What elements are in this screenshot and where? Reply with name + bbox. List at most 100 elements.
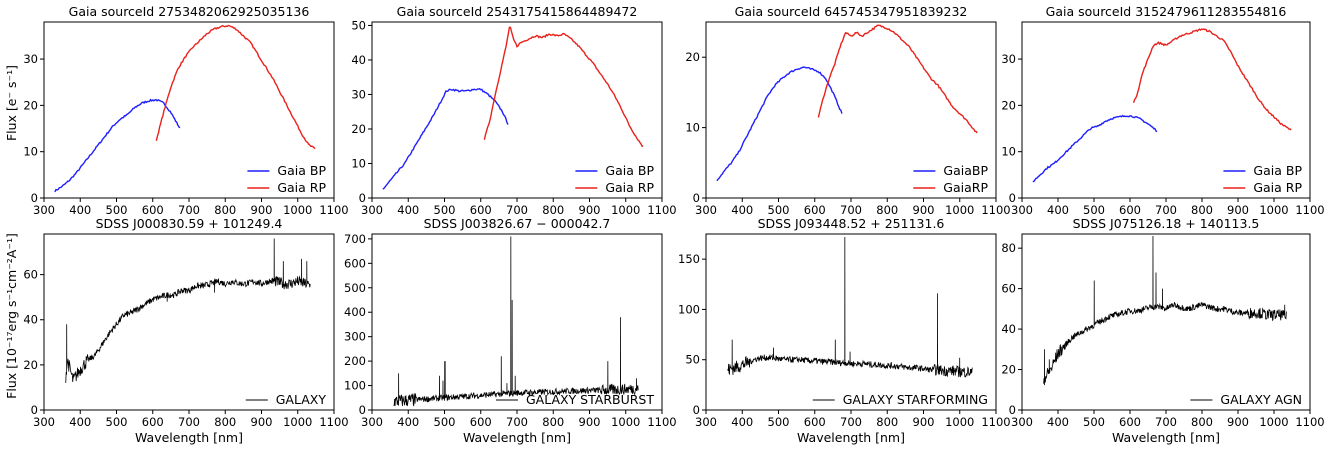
x-tick-label: 900	[251, 415, 273, 429]
x-tick-label: 800	[876, 415, 898, 429]
x-tick-label: 1000	[283, 203, 312, 217]
legend-label: Gaia BP	[1253, 163, 1302, 178]
x-axis-label: Wavelength [nm]	[463, 430, 571, 445]
y-tick-label: 20	[23, 98, 38, 112]
y-tick-label: 40	[1001, 322, 1016, 336]
y-tick-label: 20	[1001, 98, 1016, 112]
axes-frame	[371, 233, 663, 411]
y-tick-label: 20	[1001, 363, 1016, 377]
panel-8: 300 400 500 600 700 800 900 1000 1100 0 20 40 60 80 SD…	[1001, 216, 1324, 445]
y-tick-label: 80	[1001, 241, 1016, 255]
y-tick-label: 0	[693, 191, 700, 205]
series-line-2	[817, 24, 978, 134]
x-tick-label: 400	[69, 415, 91, 429]
series-line-2	[155, 24, 316, 150]
y-tick-label: 30	[351, 87, 366, 101]
x-tick-label: 500	[434, 415, 456, 429]
series-line-1	[65, 238, 311, 383]
x-tick-label: 1000	[283, 415, 312, 429]
y-tick-label: 30	[23, 52, 38, 66]
x-axis-label: Wavelength [nm]	[1112, 430, 1220, 445]
x-tick-label: 400	[1047, 415, 1069, 429]
panel-title: Gaia sourceId 645745347951839232	[735, 4, 968, 19]
x-tick-label: 600	[470, 203, 492, 217]
x-tick-label: 300	[33, 203, 55, 217]
x-tick-label: 500	[1083, 415, 1105, 429]
x-tick-label: 500	[106, 415, 128, 429]
y-tick-label: 300	[344, 330, 366, 344]
x-tick-label: 500	[768, 415, 790, 429]
y-tick-label: 500	[344, 281, 366, 295]
legend-label: GALAXY	[276, 392, 327, 407]
x-tick-label: 700	[178, 203, 200, 217]
series-line-1	[382, 87, 509, 190]
y-tick-label: 0	[1009, 403, 1016, 417]
axes-frame	[43, 233, 335, 411]
x-tick-label: 1100	[319, 415, 348, 429]
x-tick-label: 400	[1047, 203, 1069, 217]
y-tick-label: 50	[685, 353, 700, 367]
panel-title: SDSS J000830.59 + 101249.4	[96, 216, 283, 231]
panel-1: 300 400 500 600 700 800 900 1000 1100 0 10 20 30 Gaia…	[23, 4, 348, 217]
legend-label: GALAXY STARFORMING	[843, 392, 988, 407]
x-tick-label: 1100	[647, 203, 676, 217]
panel-6: 300 400 500 600 700 800 900 1000 1100 0 100 200 300 4…	[344, 216, 677, 445]
y-tick-label: 700	[344, 232, 366, 246]
y-tick-label: 200	[344, 354, 366, 368]
series-line-1	[1043, 236, 1287, 386]
series-line-1	[54, 98, 181, 193]
x-tick-label: 500	[1083, 203, 1105, 217]
legend-label: Gaia RP	[605, 180, 654, 195]
y-tick-label: 100	[678, 302, 700, 316]
panel-7: 300 400 500 600 700 800 900 1000 1100 0 50 100 150 SD…	[678, 216, 1011, 445]
x-tick-label: 400	[397, 415, 419, 429]
x-tick-label: 1100	[981, 415, 1010, 429]
x-tick-label: 400	[397, 203, 419, 217]
legend-label: Gaia RP	[1253, 180, 1302, 195]
x-tick-label: 1100	[981, 203, 1010, 217]
x-tick-label: 1100	[1295, 203, 1324, 217]
x-tick-label: 800	[214, 415, 236, 429]
y-tick-label: 0	[359, 403, 366, 417]
y-tick-label: 400	[344, 305, 366, 319]
x-tick-label: 700	[840, 203, 862, 217]
x-tick-label: 500	[434, 203, 456, 217]
bottom-row-ylabel: Flux [10⁻¹⁷erg s⁻¹cm⁻²A⁻¹]	[4, 233, 19, 399]
series-line-1	[1032, 114, 1158, 183]
y-tick-label: 0	[359, 191, 366, 205]
x-tick-label: 300	[33, 415, 55, 429]
x-tick-label: 300	[695, 203, 717, 217]
axes-frame	[1021, 233, 1311, 411]
y-tick-label: 30	[1001, 52, 1016, 66]
x-tick-label: 700	[178, 415, 200, 429]
y-tick-label: 10	[1001, 145, 1016, 159]
series-line-2	[483, 26, 644, 148]
x-tick-label: 900	[579, 415, 601, 429]
x-tick-label: 500	[768, 203, 790, 217]
x-tick-label: 600	[804, 415, 826, 429]
x-tick-label: 900	[1227, 415, 1249, 429]
panel-title: Gaia sourceId 2543175415864489472	[397, 4, 638, 19]
y-tick-label: 0	[693, 403, 700, 417]
x-tick-label: 700	[506, 415, 528, 429]
y-tick-label: 0	[31, 403, 38, 417]
legend-label: Gaia BP	[605, 163, 654, 178]
x-tick-label: 1000	[1259, 415, 1288, 429]
panel-title: SDSS J075126.18 + 140113.5	[1073, 216, 1260, 231]
y-tick-label: 100	[344, 379, 366, 393]
x-tick-label: 800	[1191, 203, 1213, 217]
y-tick-label: 40	[351, 53, 366, 67]
panel-3: 300 400 500 600 700 800 900 1000 1100 0 10 20 Gaia s…	[685, 4, 1010, 217]
legend-label: GaiaBP	[943, 163, 988, 178]
x-tick-label: 1100	[319, 203, 348, 217]
x-tick-label: 600	[804, 203, 826, 217]
x-tick-label: 900	[251, 203, 273, 217]
panel-title: Gaia sourceId 3152479611283554816	[1046, 4, 1287, 19]
x-tick-label: 1100	[647, 415, 676, 429]
x-tick-label: 600	[470, 415, 492, 429]
x-tick-label: 700	[1155, 415, 1177, 429]
panel-2: 300 400 500 600 700 800 900 1000 1100 0 10 20 30 40 50…	[351, 4, 676, 217]
x-tick-label: 300	[361, 415, 383, 429]
x-tick-label: 800	[542, 203, 564, 217]
